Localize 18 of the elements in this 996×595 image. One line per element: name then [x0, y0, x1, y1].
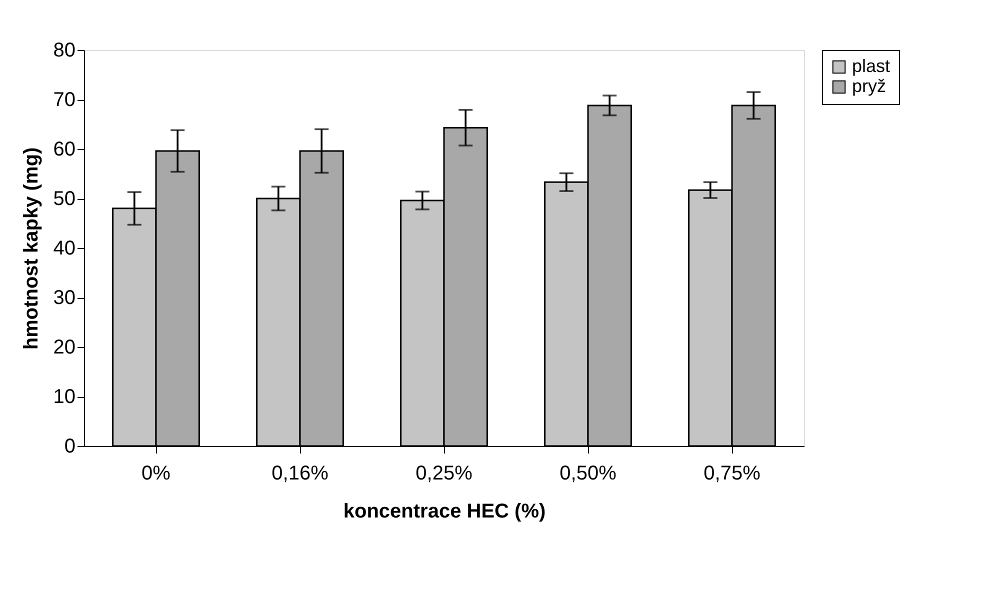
y-tick-label: 30 [53, 287, 76, 309]
x-axis-title: koncentrace HEC (%) [343, 500, 546, 522]
y-tick-label: 20 [53, 336, 76, 358]
y-tick-label: 10 [53, 386, 76, 408]
x-tick-label: 0% [142, 462, 171, 484]
y-tick-label: 0 [64, 436, 76, 458]
legend-label: plast [852, 56, 890, 76]
y-tick-label: 60 [53, 138, 76, 160]
y-tick-label: 70 [53, 89, 76, 111]
y-tick-label: 50 [53, 188, 76, 210]
x-tick-label: 0,16% [272, 462, 329, 484]
x-tick-label: 0,50% [560, 462, 617, 484]
x-tick-label: 0,25% [416, 462, 473, 484]
y-tick-label: 80 [53, 40, 76, 62]
x-tick-label: 0,75% [704, 462, 761, 484]
y-axis-title: hmotnost kapky (mg) [20, 147, 42, 350]
y-tick-label: 40 [53, 238, 76, 260]
legend-label: pryž [852, 76, 886, 96]
